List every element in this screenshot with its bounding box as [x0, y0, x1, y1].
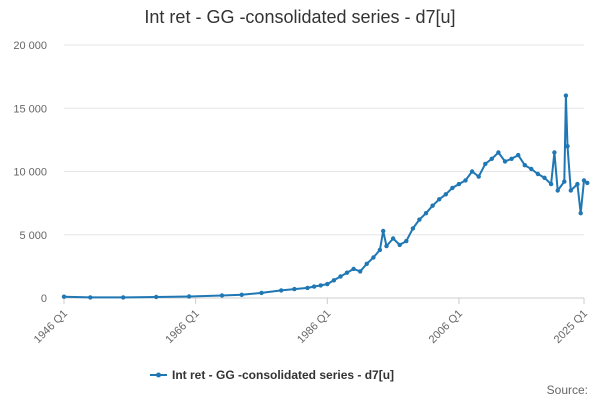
data-point[interactable] — [552, 150, 557, 155]
data-point[interactable] — [496, 150, 501, 155]
data-point[interactable] — [305, 285, 310, 291]
data-point[interactable] — [542, 175, 547, 180]
data-point[interactable] — [483, 161, 488, 167]
legend-label: Int ret - GG -consolidated series - d7[u… — [172, 368, 394, 382]
x-tick-label: 1946 Q1 — [32, 308, 70, 346]
data-point[interactable] — [423, 211, 429, 216]
data-point[interactable] — [502, 159, 508, 164]
data-point[interactable] — [535, 171, 541, 177]
data-point[interactable] — [489, 156, 494, 161]
y-axis-ticks: 0 5 000 10 000 15 000 20 000 — [13, 40, 47, 305]
data-point[interactable] — [456, 181, 462, 187]
chart-title: Int ret - GG -consolidated series - d7[u… — [144, 7, 455, 27]
data-point[interactable] — [390, 236, 396, 241]
data-point[interactable] — [522, 163, 527, 168]
data-point[interactable] — [364, 261, 369, 266]
data-point[interactable] — [417, 217, 422, 222]
data-point[interactable] — [186, 294, 192, 299]
x-axis-ticks: 1946 Q1 1966 Q1 1986 Q1 2006 Q1 2025 Q1 — [32, 298, 590, 346]
gridlines — [64, 44, 584, 299]
data-point[interactable] — [344, 270, 350, 275]
source-credit[interactable]: Source: — [547, 383, 588, 397]
data-point[interactable] — [578, 211, 583, 216]
y-tick-label: 20 000 — [13, 40, 47, 52]
data-point[interactable] — [529, 166, 534, 172]
data-point[interactable] — [371, 255, 376, 260]
data-point[interactable] — [338, 274, 343, 279]
data-point[interactable] — [279, 288, 284, 293]
data-point[interactable] — [548, 181, 554, 187]
series-group — [61, 93, 590, 300]
x-tick-label: 2025 Q1 — [552, 308, 590, 346]
data-point[interactable] — [568, 188, 573, 193]
legend[interactable]: Int ret - GG -consolidated series - d7[u… — [150, 368, 394, 382]
x-tick-label: 2006 Q1 — [427, 308, 465, 346]
data-point[interactable] — [292, 286, 297, 292]
data-point[interactable] — [259, 290, 264, 296]
data-point[interactable] — [351, 266, 356, 272]
data-point[interactable] — [516, 152, 521, 158]
x-tick-label: 1986 Q1 — [295, 308, 333, 346]
data-point[interactable] — [239, 292, 244, 297]
data-point[interactable] — [443, 192, 448, 197]
series-line — [63, 94, 588, 299]
y-tick-label: 5 000 — [19, 230, 47, 242]
data-point[interactable] — [88, 295, 93, 300]
x-tick-label: 1966 Q1 — [163, 308, 201, 346]
data-point[interactable] — [555, 188, 560, 193]
data-point[interactable] — [331, 278, 337, 283]
y-tick-label: 15 000 — [13, 103, 47, 115]
data-point[interactable] — [358, 269, 363, 274]
data-point[interactable] — [476, 174, 481, 179]
data-point[interactable] — [562, 179, 567, 184]
data-point[interactable] — [430, 203, 435, 208]
data-point[interactable] — [450, 185, 455, 191]
y-tick-label: 0 — [41, 293, 47, 305]
data-point[interactable] — [563, 93, 569, 98]
data-point[interactable] — [437, 197, 442, 202]
data-point[interactable] — [581, 178, 587, 183]
data-point[interactable] — [410, 226, 416, 231]
data-point[interactable] — [121, 295, 126, 300]
data-point[interactable] — [311, 284, 317, 289]
data-point[interactable] — [565, 144, 570, 149]
y-tick-label: 10 000 — [13, 167, 47, 179]
data-point[interactable] — [509, 156, 514, 161]
data-point[interactable] — [585, 180, 590, 186]
data-point[interactable] — [463, 178, 468, 183]
legend-marker-swatch — [156, 372, 161, 378]
data-point[interactable] — [219, 293, 225, 298]
data-point[interactable] — [61, 294, 67, 299]
data-point[interactable] — [404, 238, 409, 244]
data-point[interactable] — [469, 169, 475, 174]
data-point[interactable] — [381, 228, 386, 234]
data-point[interactable] — [384, 243, 389, 249]
data-point[interactable] — [397, 242, 402, 248]
data-point[interactable] — [318, 283, 323, 288]
data-point[interactable] — [325, 281, 330, 287]
data-point[interactable] — [154, 294, 159, 300]
data-point[interactable] — [377, 247, 383, 253]
data-point[interactable] — [575, 181, 580, 187]
